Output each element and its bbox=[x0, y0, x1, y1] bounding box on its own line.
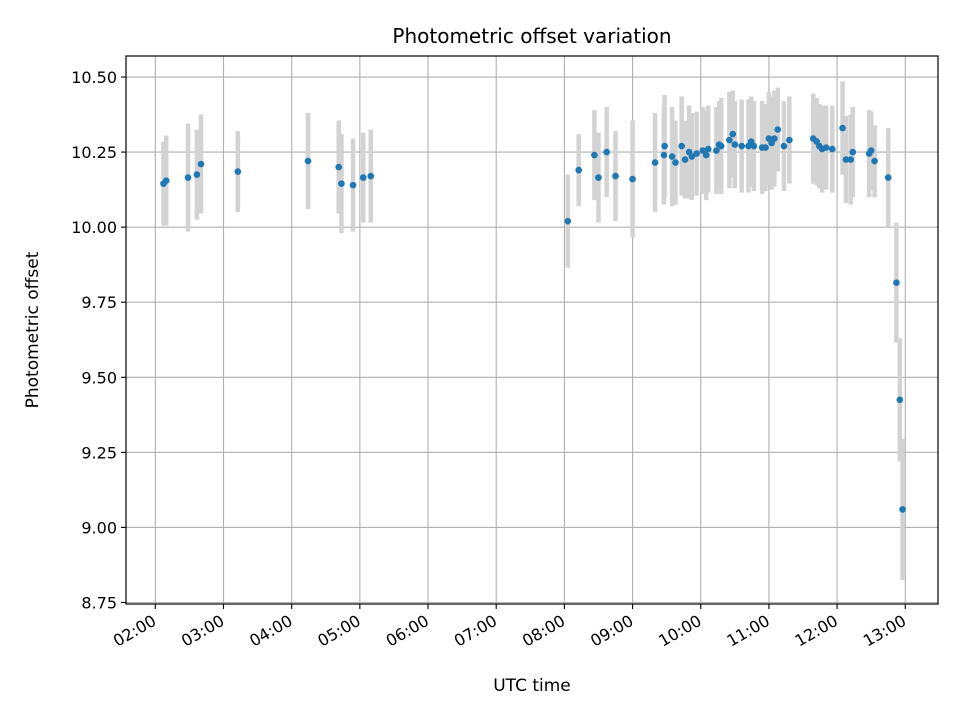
data-point bbox=[660, 151, 668, 159]
y-tick-label: 9.25 bbox=[81, 443, 117, 462]
data-point bbox=[750, 142, 758, 150]
data-point bbox=[575, 166, 583, 174]
data-point bbox=[771, 135, 778, 142]
x-tick-label: 09:00 bbox=[587, 611, 636, 651]
error-bars bbox=[161, 81, 905, 580]
data-point bbox=[899, 506, 906, 513]
x-axis-ticks: 02:00 03:00 04:00 05:00 06:00 07:00 08:00 09:00… bbox=[110, 604, 909, 651]
data-point bbox=[884, 174, 892, 181]
data-point bbox=[896, 396, 904, 404]
data-point bbox=[786, 136, 793, 144]
x-tick-label: 06:00 bbox=[383, 611, 432, 651]
data-point bbox=[672, 159, 679, 166]
data-point bbox=[603, 148, 610, 156]
data-point bbox=[595, 174, 602, 181]
data-point bbox=[774, 126, 782, 133]
data-point bbox=[726, 136, 733, 144]
data-point bbox=[842, 156, 850, 163]
y-tick-label: 10.00 bbox=[71, 218, 117, 237]
data-point bbox=[338, 180, 345, 187]
y-tick-label: 9.50 bbox=[81, 368, 117, 387]
data-point bbox=[738, 142, 745, 150]
data-point bbox=[704, 145, 712, 153]
data-point bbox=[829, 145, 836, 153]
x-axis-label: UTC time bbox=[493, 676, 571, 696]
data-point bbox=[197, 160, 205, 168]
data-point bbox=[681, 156, 689, 163]
x-tick-label: 10:00 bbox=[655, 611, 704, 651]
data-point bbox=[591, 151, 598, 159]
data-point bbox=[693, 150, 700, 157]
grid-lines bbox=[126, 56, 938, 604]
data-point bbox=[762, 144, 769, 151]
data-point bbox=[193, 171, 201, 178]
data-point bbox=[162, 177, 170, 184]
data-point bbox=[847, 156, 855, 163]
data-point bbox=[717, 142, 725, 150]
data-point bbox=[359, 174, 367, 181]
data-points bbox=[160, 124, 906, 513]
data-point bbox=[678, 142, 685, 150]
y-tick-label: 8.75 bbox=[81, 593, 117, 612]
data-point bbox=[304, 157, 312, 165]
y-axis-ticks: 8.75 9.00 9.25 9.50 9.75 10.00 10.25 10.50 bbox=[71, 68, 126, 612]
data-point bbox=[612, 172, 619, 180]
x-tick-label: 11:00 bbox=[723, 611, 772, 651]
data-point bbox=[651, 159, 659, 166]
y-axis-label: Photometric offset bbox=[23, 251, 43, 408]
x-tick-label: 07:00 bbox=[451, 611, 500, 651]
y-tick-label: 10.50 bbox=[71, 68, 117, 87]
data-point bbox=[780, 142, 788, 150]
y-tick-label: 9.00 bbox=[81, 518, 117, 537]
data-point bbox=[699, 147, 707, 154]
data-point bbox=[234, 168, 242, 175]
data-point bbox=[713, 147, 720, 154]
data-point bbox=[867, 147, 875, 154]
data-point bbox=[731, 141, 739, 148]
x-tick-label: 08:00 bbox=[519, 611, 568, 651]
data-point bbox=[839, 124, 846, 132]
x-tick-label: 13:00 bbox=[860, 611, 909, 651]
x-tick-label: 03:00 bbox=[178, 611, 227, 651]
chart-title: Photometric offset variation bbox=[392, 24, 671, 48]
data-point bbox=[661, 142, 668, 150]
data-point bbox=[893, 279, 900, 287]
x-tick-label: 05:00 bbox=[314, 611, 363, 651]
data-point bbox=[702, 151, 710, 159]
data-point bbox=[871, 157, 878, 165]
plot-frame bbox=[125, 55, 939, 605]
data-point bbox=[729, 130, 737, 138]
data-point bbox=[822, 144, 830, 151]
data-point bbox=[367, 172, 375, 180]
y-tick-label: 10.25 bbox=[71, 143, 117, 162]
data-point bbox=[688, 153, 696, 160]
x-tick-label: 12:00 bbox=[792, 611, 841, 651]
data-point bbox=[349, 181, 357, 189]
x-tick-label: 04:00 bbox=[246, 611, 295, 651]
data-point bbox=[629, 175, 636, 183]
data-point bbox=[335, 163, 343, 171]
data-point bbox=[564, 217, 572, 225]
data-point bbox=[184, 174, 192, 181]
data-point bbox=[668, 153, 676, 160]
data-point bbox=[849, 148, 857, 156]
y-tick-label: 9.75 bbox=[81, 293, 117, 312]
x-tick-label: 02:00 bbox=[110, 611, 159, 651]
